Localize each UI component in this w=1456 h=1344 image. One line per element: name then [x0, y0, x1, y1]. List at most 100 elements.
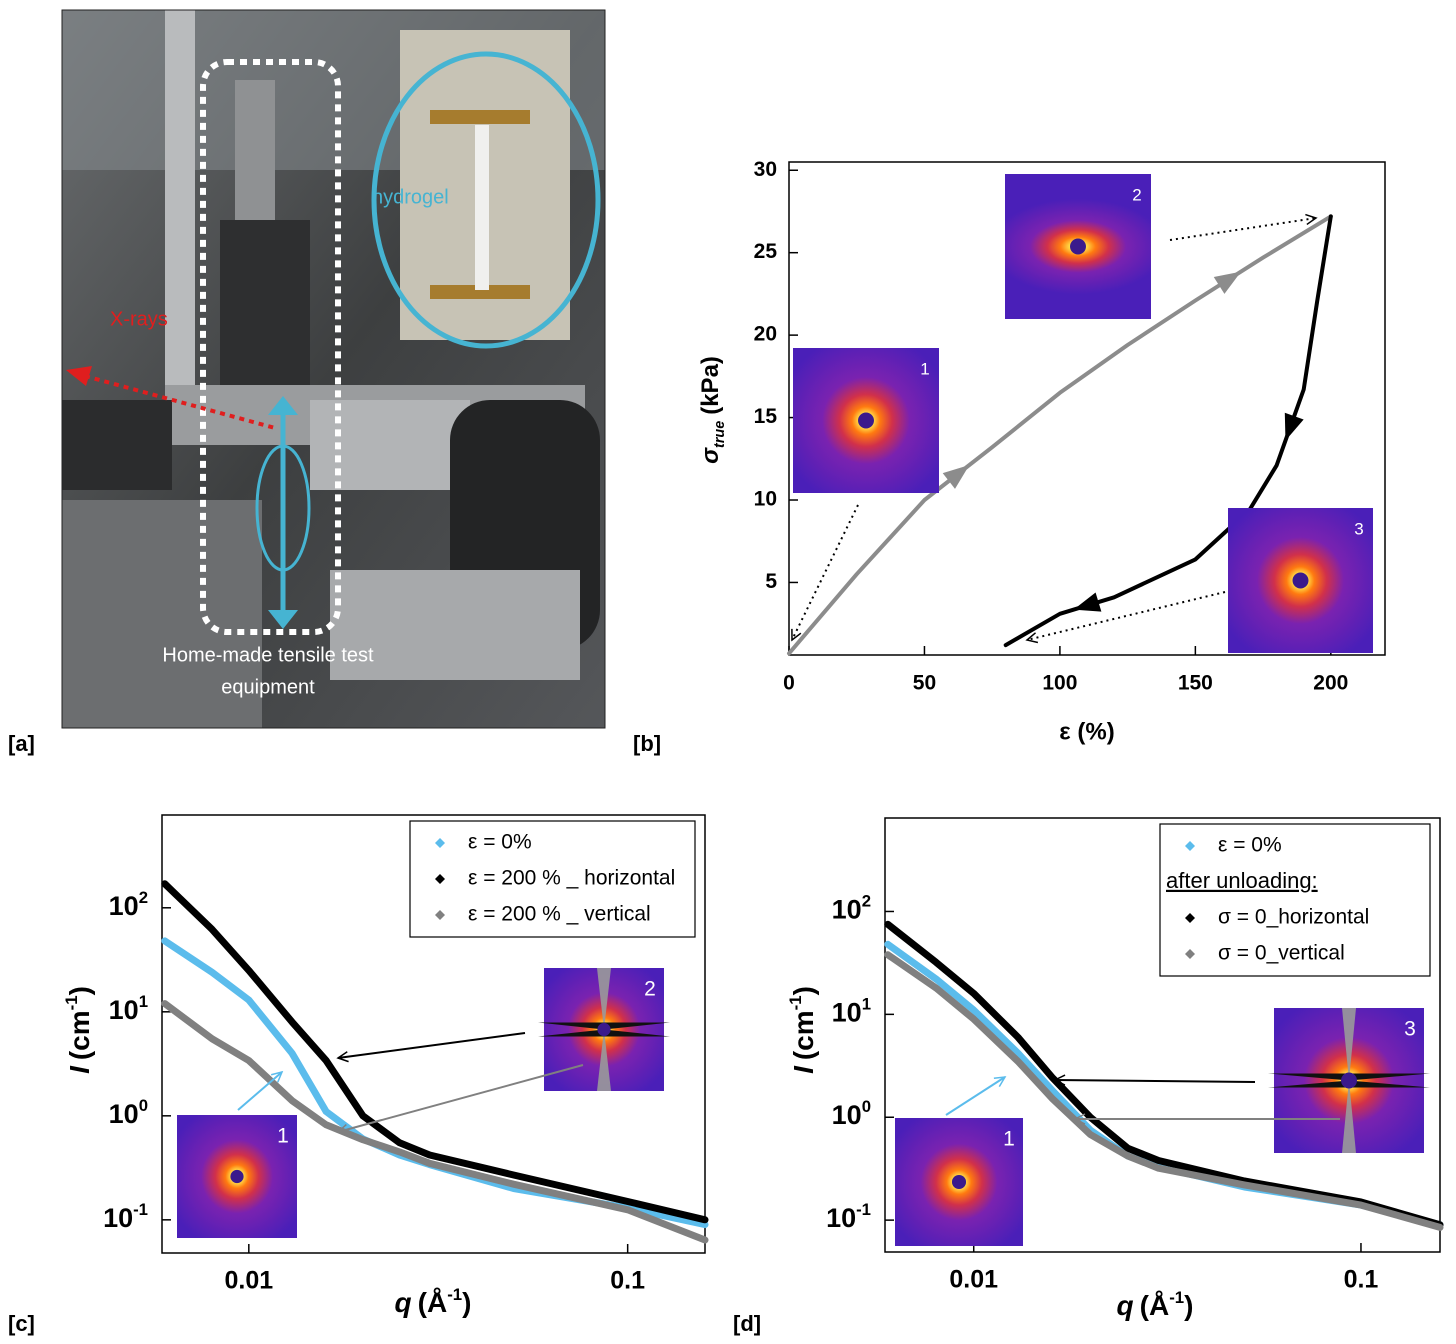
- inset-number: 2: [644, 978, 656, 1001]
- panel-label: [a]: [8, 731, 35, 756]
- plot-frame: [884, 817, 1441, 1253]
- beamstop: [597, 1022, 611, 1037]
- pointer-line: [791, 504, 859, 641]
- y-tick-exponent: -1: [133, 1200, 148, 1219]
- equipment-label: equipment: [221, 676, 315, 698]
- y-axis-label: I (cm-1): [786, 986, 819, 1074]
- y-tick-label: 102: [109, 888, 148, 921]
- pointer-head: [1025, 632, 1039, 644]
- direction-arrow: [1284, 412, 1304, 441]
- photo-clamp: [430, 285, 530, 299]
- axis-label-part: -1: [62, 995, 81, 1010]
- y-tick-exponent: 2: [139, 888, 148, 907]
- hydrogel-zoom-circle: [371, 51, 601, 349]
- y-tick-exponent: 2: [862, 891, 871, 910]
- y-tick-base: 10: [109, 1099, 139, 1129]
- pointer-head: [270, 1070, 284, 1083]
- saxs-inset: 3: [1228, 508, 1373, 653]
- beamstop: [951, 1174, 967, 1190]
- stretch-arrowhead: [268, 610, 298, 629]
- axis-label-part: ): [788, 986, 819, 995]
- panel-label: [c]: [8, 1311, 35, 1336]
- vertical-sector: [597, 968, 611, 1091]
- pointer-head: [993, 1076, 1007, 1088]
- y-tick-label: 102: [832, 891, 871, 924]
- axis-label-part: (Å: [418, 1287, 448, 1318]
- beamstop: [1070, 238, 1086, 255]
- stretch-arrowhead: [268, 396, 298, 415]
- y-tick-exponent: 0: [139, 1096, 148, 1115]
- inset-number: 2: [1132, 185, 1141, 204]
- photo: X-rays hydrogel Home-made tensile test e…: [8, 9, 606, 756]
- pointer-head: [1053, 1074, 1066, 1086]
- y-tick-label: 20: [754, 323, 777, 346]
- y-tick-label: 5: [765, 570, 777, 593]
- photo-pillar: [165, 10, 195, 430]
- y-tick-base: 10: [109, 995, 139, 1025]
- axis-label-part: q: [1117, 1290, 1134, 1321]
- y-tick-label: 100: [832, 1097, 871, 1130]
- y-tick-label: 10-1: [826, 1200, 871, 1233]
- legend-label: ε = 0%: [468, 831, 532, 854]
- y-tick-label: 101: [832, 994, 871, 1027]
- axis-label-part: -1: [1169, 1288, 1184, 1307]
- beamstop: [1292, 572, 1309, 589]
- pointer-line: [237, 1071, 283, 1111]
- photo-hydrogel-strip: [475, 125, 489, 290]
- y-tick-label: 100: [109, 1096, 148, 1129]
- axis-label-part: σ: [697, 447, 724, 464]
- series-line: [161, 880, 709, 1224]
- photo-table: [62, 500, 262, 728]
- y-tick-exponent: 0: [862, 1097, 871, 1116]
- equipment-outline: [200, 59, 341, 635]
- horizontal-sector: [1268, 1073, 1430, 1088]
- axis-label-part: (cm: [64, 1010, 95, 1060]
- inset-number: 1: [1003, 1128, 1015, 1151]
- axis-label-part: I: [64, 1065, 95, 1074]
- y-tick-base: 10: [832, 997, 862, 1027]
- photo-beamline: [62, 400, 172, 490]
- pointer-line: [945, 1076, 1006, 1116]
- beamstop: [858, 412, 874, 429]
- saxs-inset: 3: [1268, 1008, 1430, 1153]
- x-axis-label: q (Å-1): [395, 1285, 472, 1318]
- axis-label-part: ): [64, 986, 95, 995]
- x-tick-label: 50: [913, 672, 936, 695]
- axis-label-part: q: [395, 1287, 412, 1318]
- direction-arrow: [942, 465, 970, 489]
- axis-label-part: (kPa): [697, 356, 724, 415]
- legend-note: after unloading:: [1166, 868, 1318, 893]
- direction-arrow: [1213, 271, 1242, 294]
- photo-clamp: [430, 110, 530, 124]
- legend-label: ε = 200 % _ horizontal: [468, 867, 675, 890]
- y-tick-label: 15: [754, 405, 778, 428]
- equipment-label: Home-made tensile test: [162, 644, 374, 666]
- y-tick-label: 10-1: [103, 1200, 148, 1233]
- photo-profile: [330, 570, 580, 680]
- photo-motor: [235, 80, 275, 220]
- pointer-head: [791, 628, 802, 642]
- legend-marker: [1185, 913, 1195, 923]
- y-tick-label: 101: [109, 992, 148, 1025]
- pointer-line: [337, 1032, 526, 1059]
- legend-label: σ = 0_vertical: [1218, 942, 1345, 965]
- beamstop: [230, 1169, 244, 1184]
- vertical-sector: [1342, 1008, 1356, 1153]
- y-tick-label: 10: [754, 488, 777, 511]
- y-tick-base: 10: [832, 1100, 862, 1130]
- axis-label-part: I: [788, 1065, 819, 1074]
- legend-marker: [1185, 841, 1195, 851]
- legend-marker: [435, 910, 445, 920]
- y-tick-exponent: 1: [139, 992, 148, 1011]
- x-tick-label: 100: [1042, 672, 1077, 695]
- y-tick-exponent: -1: [856, 1200, 871, 1219]
- inset-number: 1: [277, 1125, 289, 1148]
- axis-label-part: -1: [786, 995, 805, 1010]
- y-tick-label: 30: [754, 158, 777, 181]
- pointer-line: [1026, 591, 1226, 641]
- pointer-head: [1073, 1113, 1086, 1125]
- xray-beam: [84, 374, 276, 430]
- hydrogel-label: hydrogel: [372, 186, 449, 208]
- inset-number: 3: [1354, 519, 1363, 538]
